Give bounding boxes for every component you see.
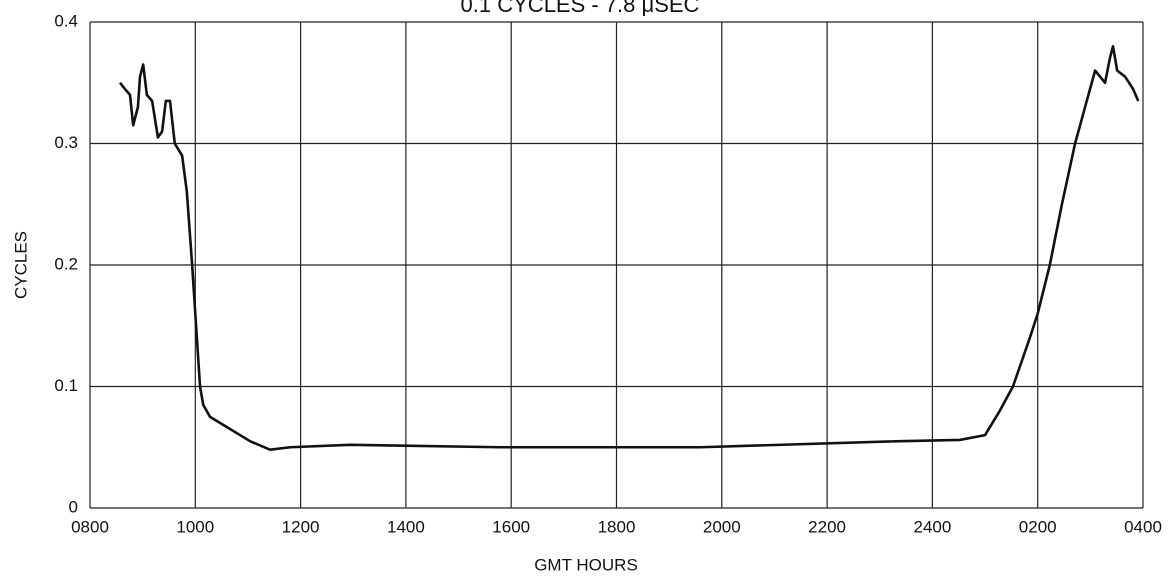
x-tick-label: 1800 <box>598 517 636 536</box>
data-line <box>118 45 1140 451</box>
y-tick-label: 0.2 <box>54 254 78 273</box>
x-tick-label: 0800 <box>71 517 109 536</box>
chart-title: 0.1 CYCLES - 7.8 μSEC <box>461 0 700 17</box>
y-tick-label: 0 <box>69 497 78 516</box>
x-tick-label: 2200 <box>808 517 846 536</box>
y-tick-label: 0.4 <box>54 11 78 30</box>
x-tick-label: 1600 <box>492 517 530 536</box>
y-tick-label: 0.1 <box>54 376 78 395</box>
x-tick-label: 0400 <box>1124 517 1162 536</box>
x-axis-label: GMT HOURS <box>534 555 638 574</box>
x-tick-label: 2000 <box>703 517 741 536</box>
y-tick-label: 0.3 <box>54 133 78 152</box>
x-tick-label: 2400 <box>913 517 951 536</box>
x-tick-label: 1000 <box>176 517 214 536</box>
y-axis-label: CYCLES <box>11 231 30 299</box>
x-tick-label: 1400 <box>387 517 425 536</box>
x-tick-label: 0200 <box>1019 517 1057 536</box>
x-tick-label: 1200 <box>282 517 320 536</box>
